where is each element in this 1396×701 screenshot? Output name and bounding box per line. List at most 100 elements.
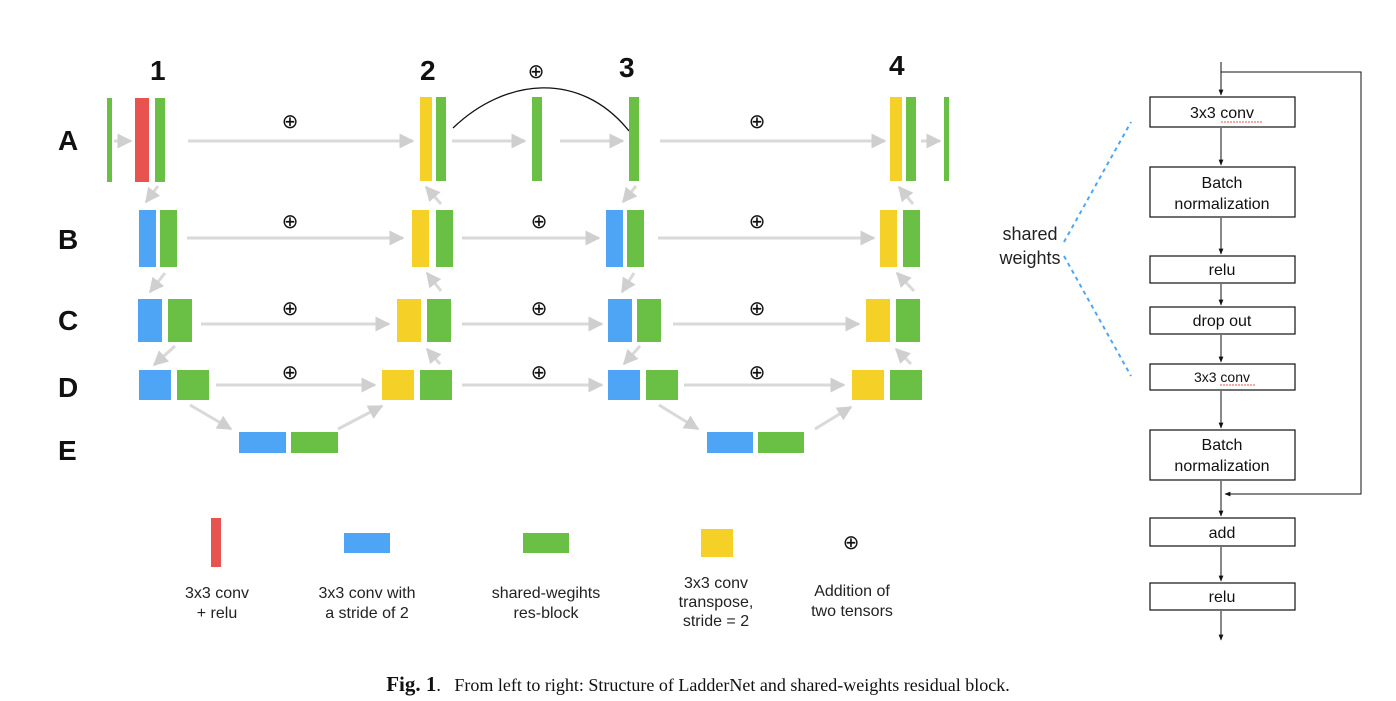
row-labels: A B C D E — [58, 125, 78, 466]
transpose-conv-block — [412, 210, 429, 267]
shared-res-block — [436, 210, 453, 267]
shared-res-block — [896, 299, 920, 342]
ladder-arrows — [114, 133, 942, 431]
legend-label-transpose-2: transpose, — [679, 594, 754, 611]
plus-circle-icon: ⊕ — [749, 296, 766, 320]
transpose-conv-block — [880, 210, 897, 267]
row-label-d: D — [58, 372, 78, 403]
box-batchnorm-2 — [1149, 429, 1296, 481]
box-relu-2 — [1149, 582, 1296, 611]
column-labels: 1 2 3 4 — [150, 50, 905, 86]
shared-res-block — [107, 98, 112, 182]
box-relu-1-label: relu — [1209, 262, 1236, 279]
box-add-label: add — [1209, 525, 1236, 542]
legend-label-strided-2: a stride of 2 — [325, 605, 409, 622]
arrow — [622, 345, 642, 366]
arrow — [895, 271, 916, 293]
figure-canvas: 1 2 3 4 A B C D E — [58, 50, 1362, 641]
strided-conv-block — [608, 370, 640, 400]
box-batchnorm-1-label-1: Batch — [1202, 175, 1243, 192]
strided-conv-block — [138, 299, 162, 342]
legend-plus-circle-icon: ⊕ — [843, 530, 860, 554]
arrow — [621, 185, 638, 204]
plus-circle-icon: ⊕ — [531, 296, 548, 320]
shared-res-block — [629, 97, 639, 181]
plus-circle-icon: ⊕ — [282, 109, 299, 133]
plus-circle-icon: ⊕ — [531, 360, 548, 384]
plus-circle-icon: ⊕ — [282, 209, 299, 233]
arrow — [620, 272, 636, 294]
box-batchnorm-1-label-2: normalization — [1174, 196, 1269, 213]
shared-res-block — [177, 370, 209, 400]
legend-label-shared-2: res-block — [514, 605, 580, 622]
arrow — [144, 185, 161, 204]
row-label-b: B — [58, 224, 78, 255]
column-label-4: 4 — [889, 50, 905, 81]
transpose-conv-block — [852, 370, 884, 400]
transpose-conv-block — [420, 97, 432, 181]
strided-conv-block — [139, 370, 171, 400]
figure-caption-text: From left to right: Structure of LadderN… — [454, 675, 1010, 695]
box-conv-1-label: 3x3 conv — [1190, 105, 1254, 122]
plus-circle-icon: ⊕ — [531, 209, 548, 233]
shared-res-block — [906, 97, 916, 181]
row-label-a: A — [58, 125, 78, 156]
legend-yellow-block-icon — [701, 529, 733, 557]
box-relu-2-label: relu — [1209, 589, 1236, 606]
arrow — [894, 347, 913, 366]
arrow — [337, 404, 384, 431]
shared-res-block — [637, 299, 661, 342]
shared-res-block — [168, 299, 192, 342]
shared-res-block — [890, 370, 922, 400]
legend-label-addition-1: Addition of — [814, 583, 890, 600]
transpose-conv-block — [890, 97, 902, 181]
arrow — [425, 347, 442, 365]
arrow — [425, 271, 443, 292]
legend-label-shared-1: shared-wegihts — [492, 585, 601, 602]
legend-blue-block-icon — [344, 533, 390, 553]
ladder-blocks — [107, 97, 949, 453]
legend-label-strided-1: 3x3 conv with — [319, 585, 416, 602]
legend-green-block-icon — [523, 533, 569, 553]
arrow — [152, 344, 177, 367]
skip-connection-arc — [452, 87, 630, 132]
arrow — [897, 185, 915, 205]
shared-res-block — [291, 432, 338, 453]
shared-res-block — [420, 370, 452, 400]
figure-caption: Fig. 1. From left to right: Structure of… — [0, 672, 1396, 697]
shared-res-block — [944, 97, 949, 181]
strided-conv-block — [139, 210, 156, 267]
shared-weights-dashed-line — [1063, 255, 1132, 377]
shared-weights-label-2: weights — [998, 248, 1060, 268]
legend: ⊕ 3x3 conv + relu 3x3 conv with a stride… — [185, 518, 893, 630]
box-dropout-label: drop out — [1193, 313, 1252, 330]
row-label-e: E — [58, 435, 77, 466]
box-batchnorm-1 — [1149, 166, 1296, 218]
shared-res-block — [646, 370, 678, 400]
caption-separator: . — [436, 675, 455, 695]
transpose-conv-block — [397, 299, 421, 342]
box-relu-1 — [1149, 255, 1296, 284]
plus-circle-icon: ⊕ — [282, 360, 299, 384]
shared-weights-label-1: shared — [1002, 224, 1057, 244]
strided-conv-block — [707, 432, 753, 453]
arrow — [189, 403, 233, 431]
legend-label-conv-relu-1: 3x3 conv — [185, 585, 249, 602]
shared-weights-dashed-line — [1063, 121, 1132, 243]
transpose-conv-block — [866, 299, 890, 342]
residual-bypass-line — [1221, 71, 1362, 497]
box-batchnorm-2-label-1: Batch — [1202, 437, 1243, 454]
legend-label-addition-2: two tensors — [811, 603, 893, 620]
residual-block-diagram: shared weights 3x3 conv — [998, 62, 1362, 641]
box-conv-2 — [1149, 363, 1296, 391]
shared-res-block — [427, 299, 451, 342]
strided-conv-block — [239, 432, 286, 453]
strided-conv-block — [608, 299, 632, 342]
column-label-3: 3 — [619, 52, 635, 83]
shared-res-block — [627, 210, 644, 267]
legend-red-bar-icon — [211, 518, 221, 567]
box-conv-2-label: 3x3 conv — [1194, 369, 1250, 385]
plus-circle-icon: ⊕ — [749, 360, 766, 384]
shared-res-block — [160, 210, 177, 267]
row-label-c: C — [58, 305, 78, 336]
